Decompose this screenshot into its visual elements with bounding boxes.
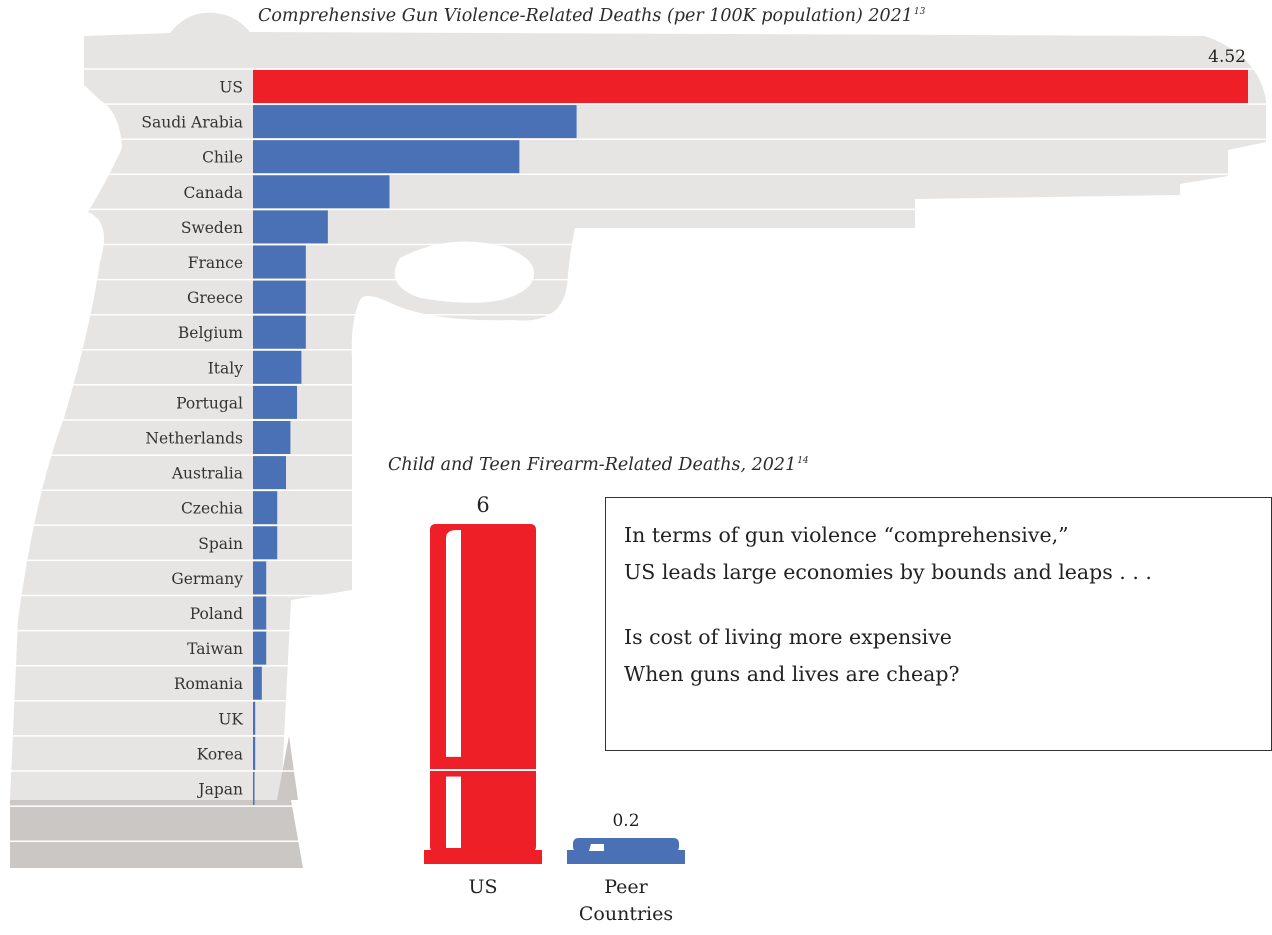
category-label: Canada [184, 184, 244, 202]
bar-netherlands [253, 421, 291, 454]
shell-peer-countries: 0.2 Peer Countries [567, 811, 685, 925]
shell-highlight [446, 776, 461, 848]
bar-greece [253, 280, 306, 314]
category-label: Peer Countries [579, 876, 673, 925]
data-label: 6 [476, 493, 489, 517]
caption-line: In terms of gun violence “comprehensive,… [624, 523, 1069, 547]
bar-italy [253, 350, 302, 384]
bar-belgium [253, 315, 306, 349]
category-label: Spain [198, 535, 243, 553]
title-text: Comprehensive Gun Violence-Related Death… [258, 6, 913, 26]
category-label: Italy [208, 359, 244, 377]
bar-sweden [253, 210, 328, 244]
shell-body [573, 838, 679, 852]
bar-saudi-arabia [253, 105, 577, 139]
category-label-line: Peer [604, 876, 648, 898]
category-label: UK [218, 710, 243, 728]
category-label: Chile [202, 149, 243, 167]
bar-us [253, 70, 1248, 103]
title-text: Child and Teen Firearm-Related Deaths, 2… [388, 455, 797, 475]
bar-france [253, 245, 306, 279]
caption-line: US leads large economies by bounds and l… [624, 560, 1152, 584]
category-label: Sweden [181, 219, 243, 237]
bar-poland [253, 596, 267, 630]
caption-box: In terms of gun violence “comprehensive,… [605, 497, 1272, 751]
bar-czechia [253, 491, 278, 525]
category-label: US [219, 79, 243, 97]
chart-title-child-teen-deaths: Child and Teen Firearm-Related Deaths, 2… [388, 455, 809, 475]
bar-portugal [253, 385, 298, 419]
category-label: Saudi Arabia [141, 114, 243, 132]
data-label: 0.2 [612, 811, 639, 831]
category-label: Portugal [176, 394, 243, 412]
shell-bar-chart: 6 US 0.2 Peer Countries [424, 493, 685, 925]
bar-romania [253, 666, 262, 700]
chart-title-gun-deaths: Comprehensive Gun Violence-Related Death… [258, 6, 925, 26]
category-label: Czechia [181, 500, 243, 518]
footnote-marker: 13 [913, 7, 926, 18]
category-label: Netherlands [145, 430, 243, 448]
bar-canada [253, 175, 390, 209]
shell-rim [567, 850, 685, 864]
footnote-marker: 14 [797, 456, 809, 467]
category-label: Romania [174, 675, 243, 693]
category-label: Germany [171, 570, 243, 588]
category-label: Poland [190, 605, 243, 623]
horizontal-bar-chart [253, 70, 1248, 805]
category-label: Japan [196, 781, 243, 799]
data-label: 4.52 [1208, 47, 1246, 67]
category-label: US [468, 876, 497, 898]
shell-highlight [446, 530, 461, 757]
category-label: Korea [197, 745, 243, 763]
category-label: Taiwan [187, 640, 243, 658]
category-label: Greece [187, 289, 243, 307]
caption-line: Is cost of living more expensive [624, 625, 952, 649]
category-label: France [188, 254, 243, 272]
shell-body [430, 524, 536, 852]
shell-highlight [589, 844, 604, 851]
bar-spain [253, 526, 278, 560]
bar-australia [253, 456, 287, 490]
bar-chile [253, 140, 520, 174]
bar-germany [253, 561, 267, 595]
bar-korea [253, 736, 256, 770]
caption-line: When guns and lives are cheap? [624, 662, 960, 686]
category-label-line: US [468, 876, 497, 898]
category-label: Australia [171, 465, 243, 483]
horizontal-category-labels: US 4.52 Saudi Arabia Chile Canada Sweden Franc… [141, 47, 1246, 799]
category-label-line: Countries [579, 903, 673, 925]
bar-taiwan [253, 631, 267, 665]
shell-rim [424, 850, 542, 864]
bar-japan [253, 772, 255, 805]
shell-us: 6 US [424, 493, 542, 898]
bar-uk [253, 701, 256, 735]
category-label: Belgium [178, 324, 243, 342]
